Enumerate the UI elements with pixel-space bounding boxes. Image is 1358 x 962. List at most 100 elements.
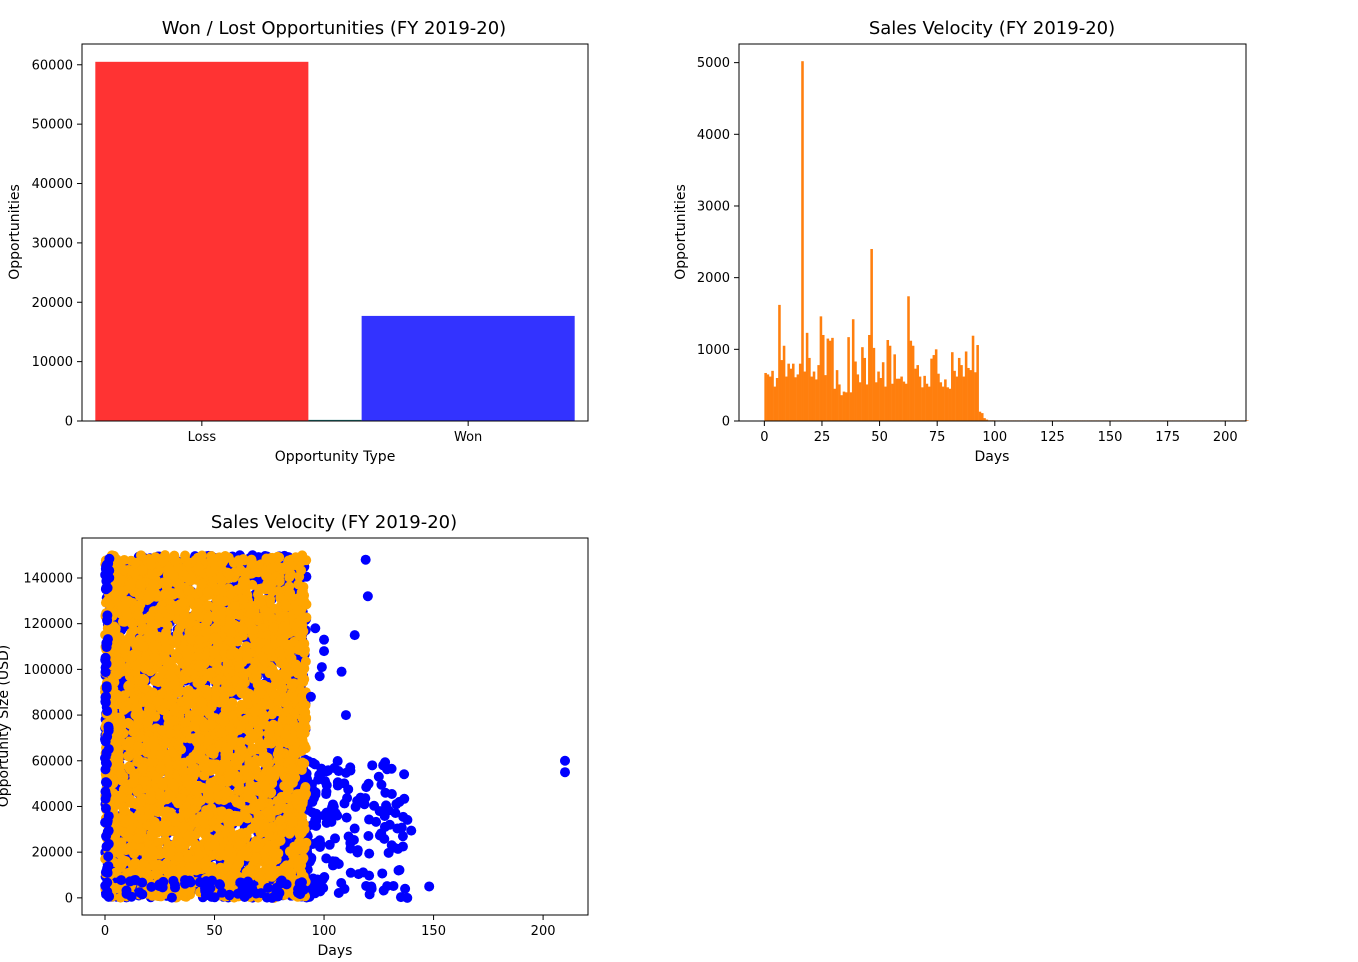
histogram-bar <box>900 376 903 421</box>
scatter-point <box>226 876 237 887</box>
histogram-bar <box>916 365 920 421</box>
scatter-point <box>197 578 208 589</box>
histogram-bar <box>794 377 797 421</box>
histogram-bar <box>921 387 924 421</box>
scatter-point <box>225 649 236 660</box>
histogram-bar <box>927 386 931 421</box>
histogram-bar <box>957 357 961 421</box>
histogram-bar <box>805 332 809 421</box>
scatter-point <box>399 769 410 780</box>
x-tick-label: 50 <box>871 430 888 445</box>
histogram-bar <box>821 334 825 421</box>
scatter-point <box>216 806 227 817</box>
y-axis-label: Opportunities <box>7 184 23 280</box>
scatter-point <box>297 675 308 686</box>
scatter-point <box>322 765 333 776</box>
histogram-bar <box>808 357 811 421</box>
y-tick-label: 2000 <box>697 271 730 286</box>
histogram-bar <box>870 248 873 421</box>
scatter-point <box>381 800 392 811</box>
scatter-point <box>236 744 247 755</box>
scatter-point <box>343 784 354 795</box>
histogram-bar <box>879 377 883 421</box>
histogram-bar <box>819 316 823 421</box>
chart-title: Sales Velocity (FY 2019-20) <box>869 18 1115 39</box>
chart-velocity-scatter: Sales Velocity (FY 2019-20) 0 50 100 150 200… <box>0 512 589 959</box>
scatter-point <box>149 710 160 721</box>
x-tick-label: 200 <box>1213 430 1238 445</box>
scatter-point <box>248 716 259 727</box>
histogram-bar <box>792 363 795 421</box>
scatter-point <box>247 579 258 590</box>
histogram-bar <box>980 413 984 421</box>
histogram-bar <box>861 347 864 421</box>
histogram-bar <box>983 418 986 421</box>
y-axis-label: Opportunities <box>673 184 689 280</box>
x-axis-label: Days <box>975 449 1010 465</box>
scatter-point <box>361 782 372 793</box>
histogram-bar <box>780 360 784 421</box>
y-tick-label: 30000 <box>32 236 73 251</box>
y-tick-label: 20000 <box>32 296 73 311</box>
histogram-bar <box>978 411 982 421</box>
scatter-point <box>361 880 372 891</box>
histogram-bar <box>971 335 975 421</box>
scatter-point <box>396 822 407 833</box>
histogram-bar <box>831 337 834 421</box>
scatter-point <box>341 767 352 778</box>
x-tick-label: 100 <box>982 430 1007 445</box>
scatter-point <box>111 554 122 565</box>
scatter-point <box>377 868 388 879</box>
histogram-bar <box>817 365 820 421</box>
scatter-point <box>324 839 335 850</box>
histogram-bar <box>1246 420 1249 421</box>
histogram-bar <box>911 345 915 421</box>
histogram-bar <box>951 352 954 421</box>
scatter-point <box>342 792 353 803</box>
histogram-bar <box>798 363 802 421</box>
scatter-point <box>189 838 200 849</box>
histogram-bar <box>932 355 936 421</box>
scatter-point <box>253 872 264 883</box>
histogram-bar <box>902 381 906 421</box>
histogram-bar <box>766 374 770 421</box>
scatter-point <box>323 812 334 823</box>
scatter-point <box>376 828 387 839</box>
plot-frame <box>738 43 1247 422</box>
bar-loss <box>95 61 309 421</box>
histogram-bar <box>764 372 767 421</box>
scatter-point <box>192 677 203 688</box>
histogram-bar <box>884 386 887 421</box>
histogram-bar <box>909 340 913 421</box>
scatter-point <box>249 706 260 717</box>
histogram-bar <box>835 370 839 421</box>
histogram-bar <box>877 371 880 421</box>
scatter-point <box>406 825 417 836</box>
chart-wonlost: Won / Lost Opportunities (FY 2019-20) Lo… <box>7 18 589 465</box>
y-tick-label: 5000 <box>697 56 730 71</box>
histogram-bar <box>768 376 772 421</box>
histogram-bar <box>964 351 968 421</box>
scatter-point <box>241 641 252 652</box>
scatter-point <box>265 727 276 738</box>
histogram-bar <box>840 395 843 421</box>
histogram-bar <box>939 382 943 421</box>
histogram-bar <box>771 370 774 421</box>
scatter-point <box>153 631 164 642</box>
scatter-point <box>336 877 347 888</box>
histogram-bar <box>891 383 894 421</box>
histogram-bar <box>863 357 866 421</box>
scatter-point <box>173 798 184 809</box>
histogram-bar <box>803 371 807 421</box>
scatter-point <box>311 816 322 827</box>
histogram-bar <box>789 368 793 421</box>
x-tick-label: 175 <box>1155 430 1180 445</box>
y-tick-label: 50000 <box>32 118 73 133</box>
scatter-point <box>261 738 272 749</box>
histogram-bar <box>874 382 878 421</box>
scatter-point <box>221 679 232 690</box>
histogram-bar <box>775 377 779 421</box>
scatter-point <box>257 709 268 720</box>
histogram-bar <box>934 349 938 421</box>
scatter-point <box>364 814 375 825</box>
